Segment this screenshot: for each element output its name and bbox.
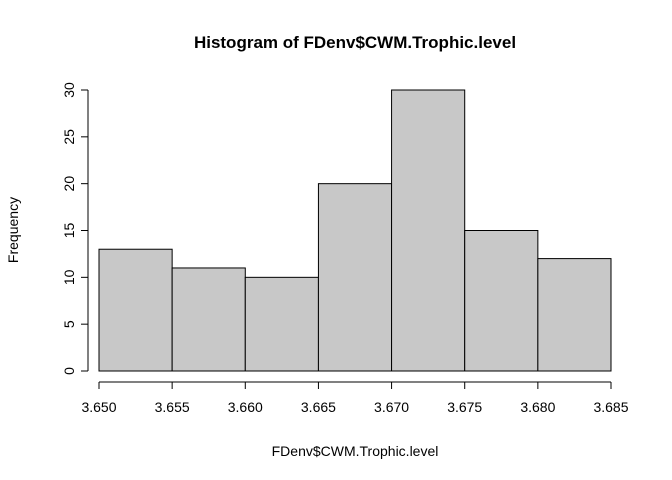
histogram-bar-3 (244, 276, 319, 372)
y-tick-label: 0 (61, 367, 77, 375)
y-tick-label: 15 (61, 223, 77, 239)
histogram-bar-6 (464, 230, 539, 372)
y-tick-label: 30 (61, 82, 77, 98)
x-axis: 3.650 3.655 3.660 3.665 3.670 3.675 3.680 3.685 (81, 381, 629, 415)
histogram-bar-5 (391, 89, 466, 372)
histogram-bar-2 (171, 267, 246, 372)
x-tick-label: 3.655 (155, 399, 190, 415)
x-tick-label: 3.680 (520, 399, 555, 415)
y-tick-label: 5 (61, 320, 77, 328)
x-tick-label: 3.685 (593, 399, 628, 415)
y-axis: 0 5 10 15 20 25 30 (61, 82, 89, 375)
x-tick-label: 3.660 (228, 399, 263, 415)
x-tick-label: 3.665 (301, 399, 336, 415)
y-tick-label: 10 (61, 269, 77, 285)
histogram-bar-1 (98, 248, 173, 372)
y-axis-label: Frequency (5, 197, 21, 263)
y-tick-label: 25 (61, 129, 77, 145)
y-tick-label: 20 (61, 176, 77, 192)
x-tick-label: 3.670 (374, 399, 409, 415)
bars-group (98, 89, 612, 372)
x-tick-label: 3.675 (447, 399, 482, 415)
histogram-bar-7 (537, 258, 612, 372)
chart-title: Histogram of FDenv$CWM.Trophic.level (194, 33, 516, 52)
x-tick-label: 3.650 (81, 399, 116, 415)
histogram-bar-4 (317, 183, 393, 372)
x-axis-label: FDenv$CWM.Trophic.level (272, 443, 439, 459)
